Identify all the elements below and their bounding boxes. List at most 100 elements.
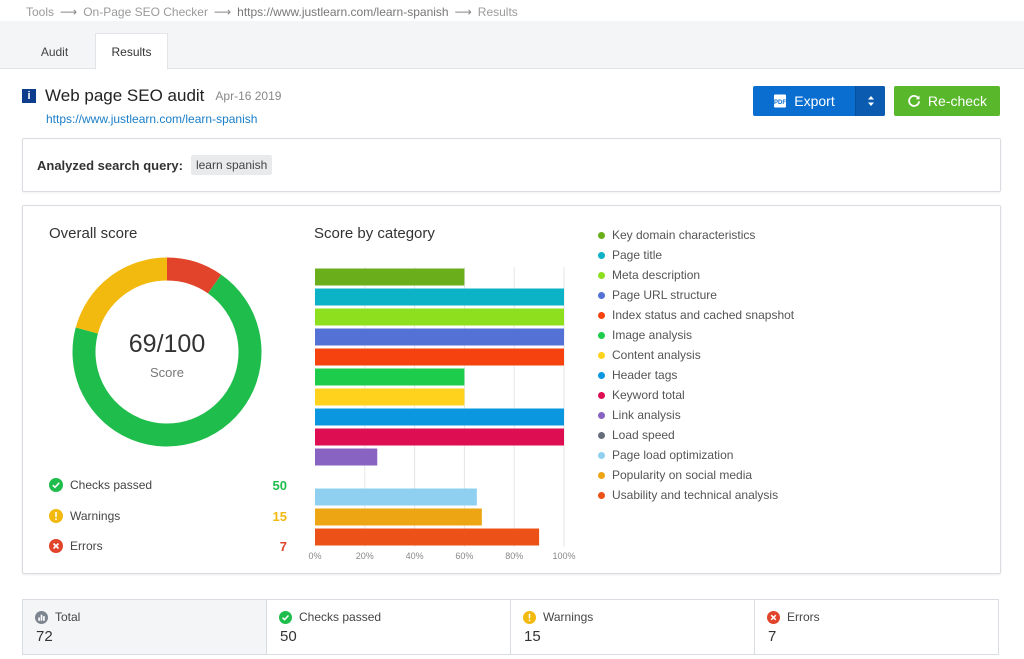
summary-label: Checks passed <box>299 610 382 624</box>
summary-label: Total <box>55 610 81 624</box>
query-label: Analyzed search query: <box>37 157 183 173</box>
breadcrumb: Tools ⟶ On-Page SEO Checker ⟶ https://ww… <box>26 3 524 21</box>
summary-value: 50 <box>280 628 297 645</box>
legend-label: Meta description <box>612 268 701 282</box>
refresh-icon <box>908 95 920 107</box>
stat-errors: Errors 7 <box>49 537 287 555</box>
bar-usability-and-technical-analysis[interactable] <box>315 528 540 546</box>
bar-page-title[interactable] <box>315 288 564 306</box>
summary-value: 72 <box>36 628 53 645</box>
arrow-right-icon: ⟶ <box>60 5 78 19</box>
audited-url-link[interactable]: https://www.justlearn.com/learn-spanish <box>46 112 258 126</box>
legend-item[interactable]: Content analysis <box>598 345 794 365</box>
legend-item[interactable]: Image analysis <box>598 325 794 345</box>
bar-chart-circle-icon <box>35 610 48 624</box>
legend-dot-icon <box>598 431 605 439</box>
legend-dot-icon <box>598 251 605 259</box>
tab-audit[interactable]: Audit <box>40 44 69 59</box>
bar-content-analysis[interactable] <box>315 388 465 406</box>
bar-meta-description[interactable] <box>315 308 564 326</box>
bar-link-analysis[interactable] <box>315 448 378 466</box>
export-button[interactable]: PDF Export <box>753 86 855 116</box>
bar-page-load-optimization[interactable] <box>315 488 477 506</box>
legend-dot-icon <box>598 291 605 299</box>
check-circle-icon <box>279 610 292 624</box>
info-icon: i <box>22 89 36 103</box>
bar-index-status-and-cached-snapshot[interactable] <box>315 348 564 366</box>
score-panel: Overall score 69/100 Score Checks passed… <box>22 205 1001 574</box>
legend-item[interactable]: Usability and technical analysis <box>598 485 794 505</box>
stat-warnings: Warnings 15 <box>49 507 287 525</box>
legend-item[interactable]: Link analysis <box>598 405 794 425</box>
overall-score-donut <box>72 257 262 447</box>
summary-checks-passed[interactable]: Checks passed 50 <box>267 600 511 654</box>
legend-item[interactable]: Keyword total <box>598 385 794 405</box>
warning-circle-icon <box>523 610 536 624</box>
summary-label: Errors <box>787 610 820 624</box>
summary-warnings[interactable]: Warnings 15 <box>511 600 755 654</box>
legend-item[interactable]: Meta description <box>598 265 794 285</box>
legend-item[interactable]: Page title <box>598 245 794 265</box>
bar-keyword-total[interactable] <box>315 428 564 446</box>
donut-segment-warnings <box>75 257 168 334</box>
bar-key-domain-characteristics[interactable] <box>315 268 465 286</box>
legend-dot-icon <box>598 451 605 459</box>
bar-header-tags[interactable] <box>315 408 564 426</box>
recheck-button[interactable]: Re-check <box>894 86 1000 116</box>
legend-dot-icon <box>598 311 605 319</box>
legend-item[interactable]: Page URL structure <box>598 285 794 305</box>
recheck-label: Re-check <box>927 93 988 109</box>
summary-label: Warnings <box>543 610 594 624</box>
donut-segment-passed <box>72 274 262 447</box>
page-header: i Web page SEO audit Apr-16 2019 <box>22 86 281 106</box>
arrow-right-icon: ⟶ <box>213 5 232 19</box>
tab-results[interactable]: Results <box>95 33 168 70</box>
x-tick-label: 60% <box>455 551 473 561</box>
audit-date: Apr-16 2019 <box>215 89 282 103</box>
breadcrumb-seo-checker[interactable]: On-Page SEO Checker <box>83 5 208 19</box>
overall-score-value: 69/100 <box>128 330 206 358</box>
legend-label: Page URL structure <box>612 288 717 302</box>
x-tick-label: 100% <box>552 551 575 561</box>
legend-label: Usability and technical analysis <box>612 488 779 502</box>
legend-item[interactable]: Header tags <box>598 365 794 385</box>
stat-checks-passed: Checks passed 50 <box>49 476 287 494</box>
x-tick-label: 20% <box>356 551 374 561</box>
analyzed-query-box: Analyzed search query: learn spanish <box>22 138 1001 192</box>
breadcrumb-tools[interactable]: Tools <box>26 5 55 19</box>
bar-page-url-structure[interactable] <box>315 328 564 346</box>
check-circle-icon <box>49 478 63 492</box>
overall-score-label: Score <box>150 365 184 380</box>
legend-item[interactable]: Popularity on social media <box>598 465 794 485</box>
x-tick-label: 40% <box>406 551 424 561</box>
legend-label: Load speed <box>612 428 675 442</box>
bar-image-analysis[interactable] <box>315 368 465 386</box>
bar-popularity-on-social-media[interactable] <box>315 508 482 526</box>
error-circle-icon <box>49 539 63 553</box>
legend-label: Link analysis <box>612 408 681 422</box>
legend-item[interactable]: Key domain characteristics <box>598 225 794 245</box>
breadcrumb-url[interactable]: https://www.justlearn.com/learn-spanish <box>237 5 449 19</box>
category-legend: Key domain characteristics Page title Meta… <box>598 225 794 505</box>
legend-item[interactable]: Index status and cached snapshot <box>598 305 794 325</box>
legend-label: Index status and cached snapshot <box>612 308 795 322</box>
legend-dot-icon <box>598 331 605 339</box>
summary-total[interactable]: Total 72 <box>23 600 267 654</box>
legend-item[interactable]: Load speed <box>598 425 794 445</box>
legend-label: Content analysis <box>612 348 701 362</box>
legend-label: Page load optimization <box>612 448 734 462</box>
summary-errors[interactable]: Errors 7 <box>755 600 998 654</box>
svg-text:PDF: PDF <box>774 100 786 106</box>
legend-dot-icon <box>598 471 605 479</box>
legend-label: Image analysis <box>612 328 693 342</box>
stat-value: 50 <box>272 477 287 493</box>
summary-value: 7 <box>768 628 777 645</box>
stat-value: 7 <box>279 538 287 554</box>
legend-label: Page title <box>612 248 663 262</box>
summary-value: 15 <box>524 628 541 645</box>
legend-item[interactable]: Page load optimization <box>598 445 794 465</box>
export-options-toggle[interactable] <box>855 86 885 116</box>
legend-dot-icon <box>598 391 605 399</box>
category-bar-chart: 0% 20% 40% 60% 80% 100% <box>308 267 576 561</box>
caret-up-down-icon <box>867 96 874 106</box>
